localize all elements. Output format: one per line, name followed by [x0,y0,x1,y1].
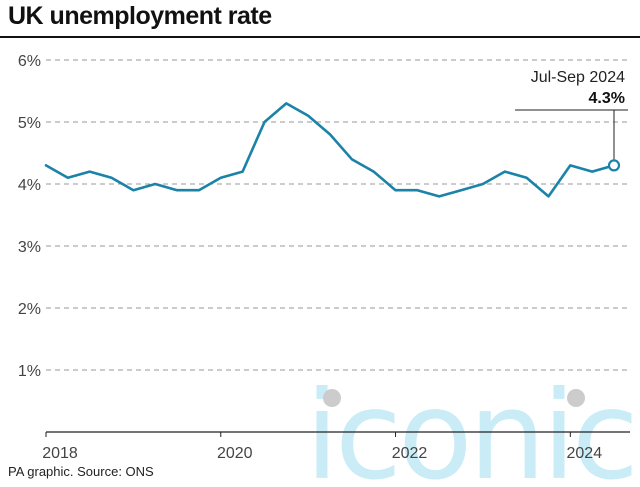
x-tick-label: 2022 [392,445,428,462]
chart-title: UK unemployment rate [8,2,272,30]
x-tick-label: 2018 [42,445,78,462]
unemployment-line [44,102,616,198]
x-axis-ticks: 2018 2020 2022 2024 [42,432,602,462]
latest-point-marker [607,159,621,172]
series-layer [44,102,616,198]
y-tick-label: 2% [18,301,41,318]
watermark-dot-right [567,389,585,407]
iconic-watermark: iconic [305,365,639,487]
y-tick-label: 5% [18,115,41,132]
latest-value-annotation: Jul-Sep 2024 4.3% [515,69,628,172]
title-divider [0,36,640,38]
x-tick-label: 2024 [567,445,603,462]
source-note: PA graphic. Source: ONS [8,464,154,479]
y-tick-label: 6% [18,53,41,70]
y-tick-label: 4% [18,177,41,194]
y-tick-label: 3% [18,239,41,256]
x-tick-label: 2020 [217,445,253,462]
y-tick-label: 1% [18,363,41,380]
annotation-period: Jul-Sep 2024 [531,69,625,86]
watermark-text: iconic [305,365,635,487]
watermark-dot-left [323,389,341,407]
y-axis-ticks: 1% 2% 3% 4% 5% 6% [18,53,41,380]
annotation-value: 4.3% [589,90,625,107]
